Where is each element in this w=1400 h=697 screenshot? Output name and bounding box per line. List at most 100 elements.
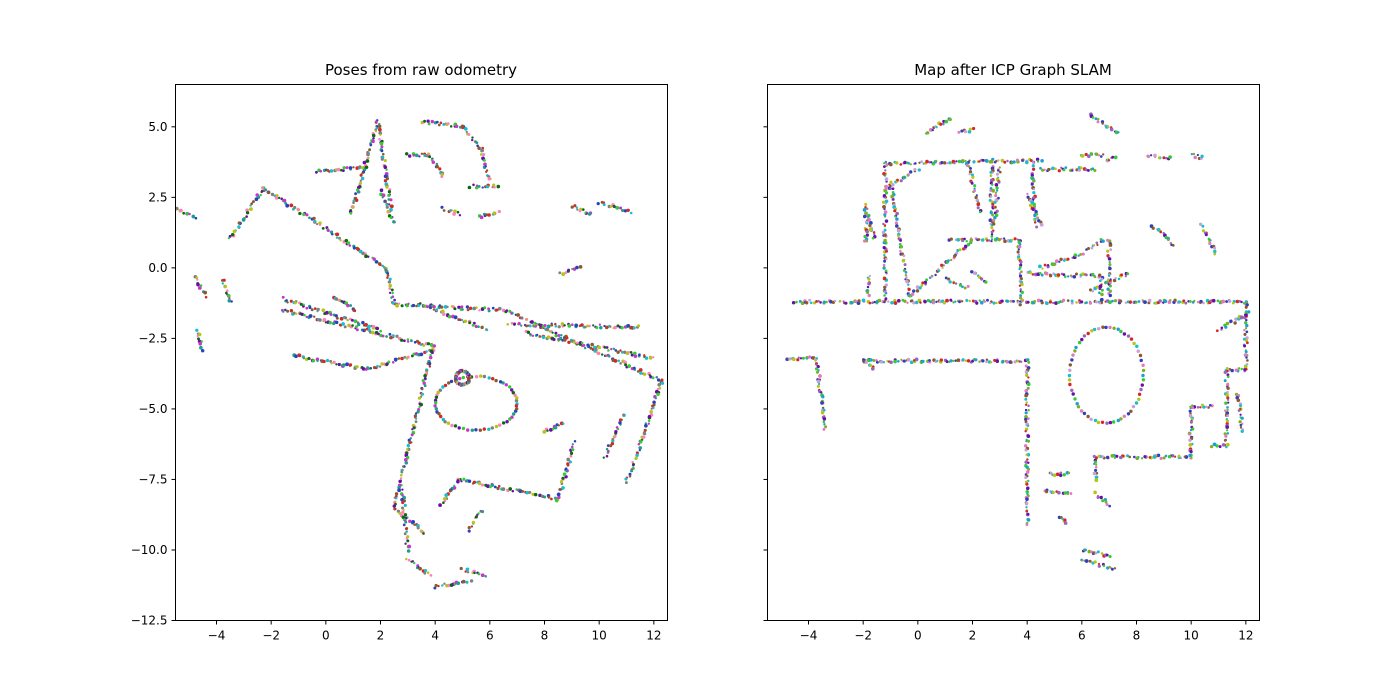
scatter-point — [531, 334, 535, 337]
scatter-point — [514, 404, 519, 408]
scatter-point — [1027, 376, 1030, 379]
x-tick-label: 10 — [1184, 629, 1199, 643]
scatter-point — [227, 236, 231, 240]
scatter-point — [550, 497, 553, 501]
scatter-point — [1143, 455, 1147, 459]
scatter-point — [1224, 401, 1228, 405]
scatter-point — [866, 222, 869, 225]
scatter-point — [230, 300, 233, 303]
scatter-point — [313, 219, 317, 223]
scatter-point — [894, 161, 899, 165]
scatter-point — [960, 129, 964, 133]
scatter-point — [984, 159, 989, 163]
scatter-point — [405, 557, 408, 561]
scatter-point — [972, 271, 977, 275]
scatter-point — [1204, 233, 1208, 237]
scatter-point — [1024, 420, 1028, 424]
scatter-point — [1190, 417, 1194, 420]
scatter-point — [791, 300, 796, 305]
scatter-point — [628, 474, 632, 478]
scatter-point — [1059, 471, 1063, 475]
scatter-point — [807, 355, 812, 359]
scatter-point — [383, 159, 387, 163]
scatter-point — [1223, 439, 1227, 442]
scatter-point — [471, 138, 474, 142]
scatter-point — [1225, 393, 1229, 397]
scatter-point — [963, 244, 968, 249]
scatter-point — [1020, 282, 1024, 287]
scatter-point — [392, 220, 396, 224]
scatter-point — [533, 323, 536, 326]
scatter-point — [510, 388, 514, 392]
scatter-point — [606, 444, 610, 447]
scatter-point — [868, 227, 873, 232]
scatter-point — [894, 215, 897, 218]
scatter-point — [294, 354, 298, 359]
scatter-point — [973, 184, 977, 188]
scatter-point — [434, 583, 438, 587]
scatter-point — [443, 497, 447, 501]
scatter-point — [1080, 154, 1085, 158]
scatter-point — [1227, 401, 1230, 404]
scatter-point — [465, 580, 469, 584]
scatter-point — [638, 446, 643, 450]
scatter-point — [970, 181, 974, 185]
scatter-point — [968, 170, 973, 174]
scatter-point — [426, 119, 430, 123]
scatter-point — [1223, 370, 1227, 375]
scatter-point — [466, 570, 470, 574]
scatter-point — [477, 325, 480, 328]
scatter-point — [866, 285, 870, 289]
scatter-point — [902, 254, 906, 258]
scatter-point — [899, 239, 902, 242]
scatter-point — [1215, 329, 1219, 333]
scatter-point — [907, 283, 910, 286]
scatter-point — [1245, 318, 1248, 322]
scatter-point — [952, 301, 955, 304]
scatter-point — [467, 526, 471, 530]
scatter-point — [1212, 442, 1217, 447]
scatter-point — [512, 412, 516, 416]
scatter-point — [446, 305, 449, 309]
scatter-point — [995, 209, 999, 213]
scatter-point — [824, 425, 828, 429]
scatter-point — [648, 356, 653, 360]
scatter-point — [541, 335, 546, 340]
scatter-point — [1023, 444, 1028, 448]
scatter-point — [1097, 327, 1101, 331]
scatter-point — [587, 212, 592, 216]
scatter-point — [197, 286, 202, 290]
scatter-point — [388, 283, 392, 288]
x-tick-label: 12 — [646, 629, 661, 643]
scatter-point — [286, 309, 290, 313]
scatter-point — [391, 291, 394, 295]
scatter-point — [989, 189, 992, 192]
scatter-point — [428, 155, 432, 159]
scatter-point — [237, 225, 241, 229]
scatter-point — [899, 245, 904, 249]
scatter-point — [868, 274, 872, 278]
scatter-point — [420, 152, 424, 156]
scatter-point — [547, 495, 551, 499]
scatter-point — [976, 206, 980, 210]
scatter-point — [1033, 205, 1036, 208]
scatter-point — [490, 426, 494, 430]
scatter-point — [633, 366, 636, 370]
scatter-point — [354, 192, 358, 196]
scatter-point — [928, 358, 931, 362]
scatter-point — [884, 283, 888, 287]
scatter-point — [369, 143, 373, 147]
scatter-point — [1082, 334, 1087, 338]
scatter-point — [1047, 167, 1051, 172]
scatter-point — [419, 302, 422, 305]
scatter-point — [833, 299, 837, 303]
scatter-point — [1081, 272, 1085, 277]
scatter-point — [397, 488, 401, 493]
scatter-point — [447, 315, 452, 319]
scatter-point — [1236, 398, 1241, 403]
scatter-point — [1024, 501, 1029, 506]
scatter-point — [296, 208, 301, 212]
scatter-point — [385, 168, 388, 171]
scatter-point — [599, 325, 603, 330]
scatter-point — [491, 377, 495, 381]
